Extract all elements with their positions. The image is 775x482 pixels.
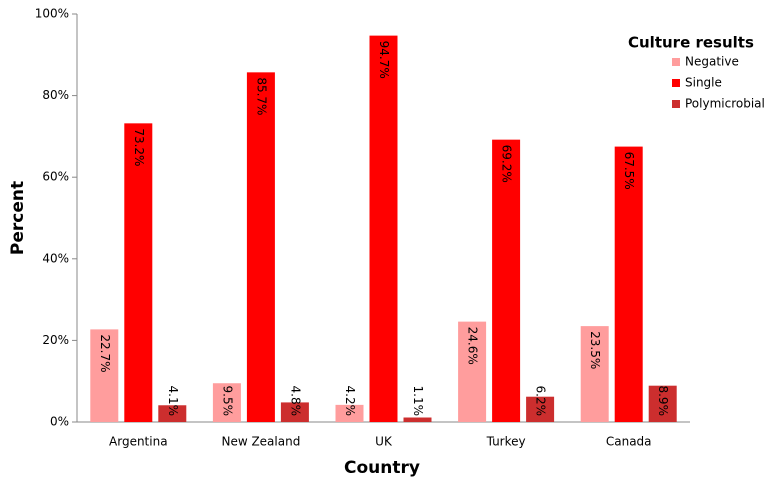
bar <box>526 396 555 422</box>
bar <box>335 404 364 422</box>
bar <box>280 402 309 422</box>
y-tick-label: 40% <box>42 251 69 265</box>
data-label: 69.2% <box>500 145 514 183</box>
data-label: 67.5% <box>622 152 636 190</box>
data-label: 22.7% <box>98 334 112 372</box>
bar <box>580 326 609 422</box>
x-tick-label: Argentina <box>109 435 168 449</box>
x-tick-label: New Zealand <box>221 435 300 449</box>
x-tick-label: Turkey <box>486 435 526 449</box>
legend-label: Single <box>685 76 722 90</box>
bar <box>458 321 487 422</box>
data-label: 94.7% <box>377 41 391 79</box>
bar <box>492 139 521 422</box>
x-tick-label: UK <box>375 435 393 449</box>
data-label: 6.2% <box>534 386 548 417</box>
y-tick-label: 0% <box>50 415 69 429</box>
y-tick-label: 80% <box>42 88 69 102</box>
x-tick-label: Canada <box>606 435 652 449</box>
legend-swatch <box>672 58 680 66</box>
bar <box>403 417 432 422</box>
data-label: 9.5% <box>220 386 234 417</box>
bar <box>648 385 677 422</box>
data-label: 85.7% <box>254 77 268 115</box>
legend-label: Negative <box>685 55 739 69</box>
data-label: 23.5% <box>588 331 602 369</box>
y-tick-label: 20% <box>42 333 69 347</box>
bar <box>369 35 398 423</box>
data-label: 1.1% <box>411 386 425 417</box>
bar <box>212 383 241 422</box>
y-axis-title: Percent <box>8 181 28 255</box>
bar <box>90 329 119 422</box>
bar <box>124 123 153 423</box>
y-tick-label: 100% <box>35 7 69 21</box>
data-label: 4.1% <box>166 386 180 417</box>
legend-swatch <box>672 79 680 87</box>
legend-label: Polymicrobial <box>685 97 765 111</box>
legend-swatch <box>672 100 680 108</box>
data-label: 8.9% <box>656 386 670 417</box>
bar <box>158 405 187 422</box>
y-tick-label: 60% <box>42 170 69 184</box>
data-label: 4.8% <box>288 386 302 417</box>
bar <box>614 146 643 422</box>
data-label: 24.6% <box>466 327 480 365</box>
legend-title: Culture results <box>628 34 754 52</box>
data-label: 4.2% <box>343 386 357 417</box>
bar <box>246 72 275 423</box>
data-label: 73.2% <box>132 128 146 166</box>
x-axis-title: Country <box>344 458 420 478</box>
